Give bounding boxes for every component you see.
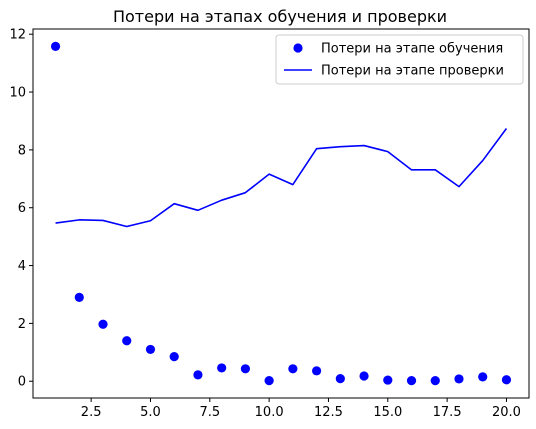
legend-box (275, 34, 524, 85)
validation-loss-line (55, 128, 508, 228)
x-tick-label: 17.5 (433, 405, 462, 420)
x-tick-label: 5.0 (140, 405, 161, 420)
axes-frame (32, 28, 530, 399)
x-tick-label: 2.5 (81, 405, 102, 420)
x-tick-label: 15.0 (373, 405, 402, 420)
training-loss-point (359, 371, 369, 381)
training-loss-point (501, 375, 512, 385)
training-loss-point (74, 292, 84, 302)
training-loss-point (288, 364, 298, 374)
legend: Потери на этапе обучения Потери на этапе … (275, 34, 524, 85)
x-tick-label: 7.5 (199, 405, 220, 420)
training-loss-point (240, 364, 251, 374)
x-tick-label: 10.0 (255, 405, 284, 420)
training-loss-point (217, 363, 227, 373)
training-loss-point (406, 376, 417, 386)
training-loss-point (478, 372, 488, 382)
x-tick-label: 12.5 (314, 405, 343, 420)
y-tick-label: 8 (18, 143, 26, 158)
y-tick-label: 12 (9, 28, 26, 43)
training-loss-point (98, 319, 108, 329)
training-loss-point (311, 366, 322, 376)
legend-label: Потери на этапе проверки (321, 64, 504, 79)
y-tick-label: 4 (18, 259, 26, 274)
training-loss-point (383, 375, 393, 385)
y-tick-label: 6 (18, 201, 26, 216)
training-loss-point (145, 344, 156, 355)
y-tick-label: 2 (18, 317, 26, 332)
training-loss-point (50, 41, 61, 51)
y-tick-label: 10 (9, 86, 26, 101)
training-loss-point (193, 370, 203, 380)
training-loss-point (169, 352, 179, 362)
training-loss-point (122, 336, 132, 346)
x-tick-label: 20.0 (492, 405, 521, 420)
legend-marker-swatch (293, 43, 303, 53)
training-loss-point (335, 374, 345, 384)
training-loss-point (454, 374, 464, 384)
plot-area: 2.5 5.0 7.5 10.0 12.5 15.0 17.5 20.0 0 2 4 6 8 10 12 (9, 28, 530, 420)
training-loss-point (430, 376, 440, 386)
y-tick-label: 0 (18, 375, 26, 390)
chart-title: Потери на этапах обучения и проверки (113, 7, 447, 26)
legend-label: Потери на этапе обучения (321, 42, 503, 57)
training-loss-point (264, 376, 274, 386)
